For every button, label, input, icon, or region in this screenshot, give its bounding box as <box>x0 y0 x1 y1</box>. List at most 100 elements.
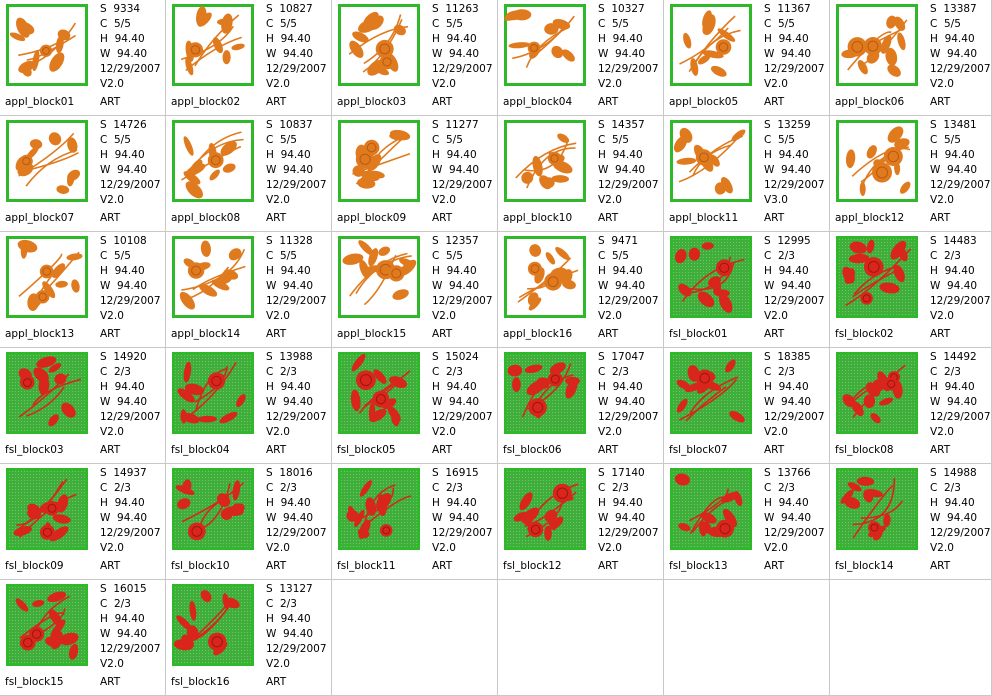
orange-floral-block-icon[interactable] <box>836 4 918 86</box>
orange-floral-block-icon[interactable] <box>670 120 752 202</box>
design-cell-fsl-block07[interactable]: S 18385 C 2/3 H 94.40 W 94.40 12/29/2007 V2.0… <box>664 348 830 464</box>
color-count: C 5/5 <box>266 250 297 263</box>
orange-floral-block-icon[interactable] <box>670 4 752 86</box>
orange-floral-block-icon[interactable] <box>6 236 88 318</box>
design-cell-fsl-block08[interactable]: S 14492 C 2/3 H 94.40 W 94.40 12/29/2007 V2.0… <box>830 348 992 464</box>
orange-floral-block-icon[interactable] <box>504 236 586 318</box>
design-cell-fsl-block05[interactable]: S 15024 C 2/3 H 94.40 W 94.40 12/29/2007 V2.0… <box>332 348 498 464</box>
red-floral-lace-block-icon[interactable] <box>836 236 918 318</box>
design-filename: fsl_block03 <box>5 444 64 456</box>
version-value: V2.0 <box>598 542 622 555</box>
orange-floral-block-icon[interactable] <box>338 4 420 86</box>
red-floral-lace-block-icon[interactable] <box>670 236 752 318</box>
design-cell-appl-block14[interactable]: S 11328 C 5/5 H 94.40 W 94.40 12/29/2007 V2.0… <box>166 232 332 348</box>
red-floral-lace-block-icon[interactable] <box>670 352 752 434</box>
color-count: C 2/3 <box>100 482 131 495</box>
design-cell-appl-block03[interactable]: S 11263 C 5/5 H 94.40 W 94.40 12/29/2007 V2.0… <box>332 0 498 116</box>
version-value: V2.0 <box>764 78 788 91</box>
red-floral-lace-block-icon[interactable] <box>836 468 918 550</box>
design-tag: ART <box>598 560 619 572</box>
width-value: W 94.40 <box>598 48 646 61</box>
orange-floral-block-icon[interactable] <box>836 120 918 202</box>
width-value: W 94.40 <box>930 280 978 293</box>
design-cell-fsl-block04[interactable]: S 13988 C 2/3 H 94.40 W 94.40 12/29/2007 V2.0… <box>166 348 332 464</box>
design-cell-appl-block16[interactable]: S 9471 C 5/5 H 94.40 W 94.40 12/29/2007 V2.0 a… <box>498 232 664 348</box>
red-floral-lace-block-icon[interactable] <box>504 468 586 550</box>
color-count: C 5/5 <box>266 18 297 31</box>
design-cell-appl-block12[interactable]: S 13481 C 5/5 H 94.40 W 94.40 12/29/2007 V2.0… <box>830 116 992 232</box>
design-stats: S 11277 C 5/5 H 94.40 W 94.40 12/29/2007 V2.0 <box>432 118 493 209</box>
orange-floral-block-icon[interactable] <box>338 120 420 202</box>
design-cell-fsl-block16[interactable]: S 13127 C 2/3 H 94.40 W 94.40 12/29/2007 V2.0… <box>166 580 332 696</box>
orange-floral-block-icon[interactable] <box>6 120 88 202</box>
orange-floral-block-icon[interactable] <box>504 120 586 202</box>
design-stats: S 12357 C 5/5 H 94.40 W 94.40 12/29/2007 V2.0 <box>432 234 493 325</box>
design-cell-appl-block06[interactable]: S 13387 C 5/5 H 94.40 W 94.40 12/29/2007 V2.0… <box>830 0 992 116</box>
design-filename: appl_block10 <box>503 212 573 224</box>
design-cell-fsl-block11[interactable]: S 16915 C 2/3 H 94.40 W 94.40 12/29/2007 V2.0… <box>332 464 498 580</box>
design-cell-appl-block05[interactable]: S 11367 C 5/5 H 94.40 W 94.40 12/29/2007 V2.0… <box>664 0 830 116</box>
design-filename: fsl_block02 <box>835 328 894 340</box>
width-value: W 94.40 <box>598 512 646 525</box>
design-cell-appl-block09[interactable]: S 11277 C 5/5 H 94.40 W 94.40 12/29/2007 V2.0… <box>332 116 498 232</box>
stitch-count: S 9334 <box>100 3 141 15</box>
design-cell-appl-block15[interactable]: S 12357 C 5/5 H 94.40 W 94.40 12/29/2007 V2.0… <box>332 232 498 348</box>
design-cell-appl-block04[interactable]: S 10327 C 5/5 H 94.40 W 94.40 12/29/2007 V2.0… <box>498 0 664 116</box>
width-value: W 94.40 <box>930 396 978 409</box>
orange-floral-block-icon[interactable] <box>172 4 254 86</box>
design-cell-fsl-block12[interactable]: S 17140 C 2/3 H 94.40 W 94.40 12/29/2007 V2.0… <box>498 464 664 580</box>
design-cell-appl-block10[interactable]: S 14357 C 5/5 H 94.40 W 94.40 12/29/2007 V2.0… <box>498 116 664 232</box>
version-value: V2.0 <box>598 310 622 323</box>
date-value: 12/29/2007 <box>598 527 659 540</box>
color-count: C 2/3 <box>100 598 131 611</box>
design-cell-fsl-block09[interactable]: S 14937 C 2/3 H 94.40 W 94.40 12/29/2007 V2.0… <box>0 464 166 580</box>
red-floral-lace-block-icon[interactable] <box>504 352 586 434</box>
version-value: V3.0 <box>764 194 788 207</box>
version-value: V2.0 <box>100 78 124 91</box>
red-floral-lace-block-icon[interactable] <box>836 352 918 434</box>
design-cell-appl-block13[interactable]: S 10108 C 5/5 H 94.40 W 94.40 12/29/2007 V2.0… <box>0 232 166 348</box>
red-floral-lace-block-icon[interactable] <box>172 468 254 550</box>
red-floral-lace-block-icon[interactable] <box>172 584 254 666</box>
red-floral-lace-block-icon[interactable] <box>338 468 420 550</box>
red-floral-lace-block-icon[interactable] <box>6 468 88 550</box>
red-floral-lace-block-icon[interactable] <box>172 352 254 434</box>
design-tag: ART <box>764 212 785 224</box>
design-tag: ART <box>764 560 785 572</box>
width-value: W 94.40 <box>930 164 978 177</box>
stitch-count: S 13387 <box>930 3 977 15</box>
stitch-count: S 13766 <box>764 467 811 479</box>
orange-floral-block-icon[interactable] <box>6 4 88 86</box>
version-value: V2.0 <box>598 426 622 439</box>
design-cell-fsl-block15[interactable]: S 16015 C 2/3 H 94.40 W 94.40 12/29/2007 V2.0… <box>0 580 166 696</box>
design-cell-fsl-block02[interactable]: S 14483 C 2/3 H 94.40 W 94.40 12/29/2007 V2.0… <box>830 232 992 348</box>
design-cell-fsl-block14[interactable]: S 14988 C 2/3 H 94.40 W 94.40 12/29/2007 V2.0… <box>830 464 992 580</box>
design-cell-appl-block07[interactable]: S 14726 C 5/5 H 94.40 W 94.40 12/29/2007 V2.0… <box>0 116 166 232</box>
version-value: V2.0 <box>598 194 622 207</box>
design-cell-fsl-block13[interactable]: S 13766 C 2/3 H 94.40 W 94.40 12/29/2007 V2.0… <box>664 464 830 580</box>
design-cell-fsl-block03[interactable]: S 14920 C 2/3 H 94.40 W 94.40 12/29/2007 V2.0… <box>0 348 166 464</box>
orange-floral-block-icon[interactable] <box>172 236 254 318</box>
width-value: W 94.40 <box>432 280 480 293</box>
design-cell-fsl-block06[interactable]: S 17047 C 2/3 H 94.40 W 94.40 12/29/2007 V2.0… <box>498 348 664 464</box>
date-value: 12/29/2007 <box>930 179 991 192</box>
orange-floral-block-icon[interactable] <box>338 236 420 318</box>
height-value: H 94.40 <box>100 265 145 278</box>
design-tag: ART <box>598 96 619 108</box>
design-tag: ART <box>266 560 287 572</box>
red-floral-lace-block-icon[interactable] <box>338 352 420 434</box>
red-floral-lace-block-icon[interactable] <box>6 352 88 434</box>
design-cell-appl-block08[interactable]: S 10837 C 5/5 H 94.40 W 94.40 12/29/2007 V2.0… <box>166 116 332 232</box>
design-cell-appl-block01[interactable]: S 9334 C 5/5 H 94.40 W 94.40 12/29/2007 V2.0 a… <box>0 0 166 116</box>
design-cell-appl-block02[interactable]: S 10827 C 5/5 H 94.40 W 94.40 12/29/2007 V2.0… <box>166 0 332 116</box>
design-cell-fsl-block01[interactable]: S 12995 C 2/3 H 94.40 W 94.40 12/29/2007 V2.0… <box>664 232 830 348</box>
red-floral-lace-block-icon[interactable] <box>670 468 752 550</box>
red-floral-lace-block-icon[interactable] <box>6 584 88 666</box>
design-cell-appl-block11[interactable]: S 13259 C 5/5 H 94.40 W 94.40 12/29/2007 V3.0… <box>664 116 830 232</box>
orange-floral-block-icon[interactable] <box>504 4 586 86</box>
orange-floral-block-icon[interactable] <box>172 120 254 202</box>
design-cell-fsl-block10[interactable]: S 18016 C 2/3 H 94.40 W 94.40 12/29/2007 V2.0… <box>166 464 332 580</box>
version-value: V2.0 <box>930 542 954 555</box>
design-tag: ART <box>266 444 287 456</box>
